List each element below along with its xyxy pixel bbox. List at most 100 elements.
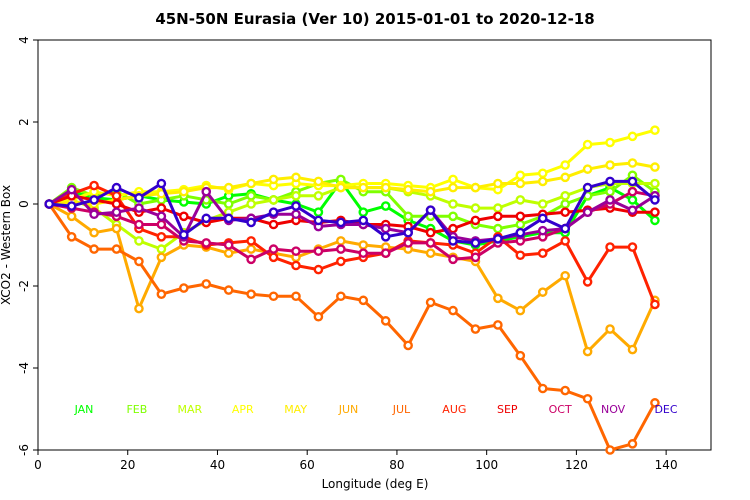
data-point (358, 240, 369, 250)
data-point (403, 184, 413, 195)
legend-label-sep: SEP (497, 403, 518, 416)
data-point (66, 211, 77, 222)
data-point (515, 195, 526, 205)
data-point (111, 190, 122, 201)
data-point (179, 211, 189, 222)
data-point (515, 219, 526, 230)
data-point (156, 231, 167, 242)
x-axis: 0 20 40 60 80 100 120 140 (34, 450, 678, 472)
data-point (493, 178, 503, 189)
data-point (650, 178, 660, 189)
data-point (560, 207, 570, 217)
data-point (156, 289, 167, 300)
data-point (66, 184, 77, 195)
y-tick-label: 0 (17, 200, 31, 208)
data-point (515, 227, 526, 238)
data-point (537, 225, 548, 236)
series-line (48, 190, 656, 261)
data-point (560, 270, 570, 281)
data-point (448, 199, 458, 209)
data-point (89, 244, 99, 254)
data-point (493, 211, 503, 222)
data-point (89, 180, 99, 191)
data-point (403, 227, 413, 238)
plot-frame (37, 39, 712, 451)
data-point (380, 223, 391, 234)
data-point (650, 398, 660, 408)
series-dec (44, 176, 660, 248)
data-point (111, 207, 122, 217)
data-point (336, 236, 346, 246)
data-point (223, 285, 234, 295)
data-point (44, 199, 55, 209)
series-line (48, 184, 657, 306)
data-point (223, 182, 234, 193)
data-point (515, 250, 526, 261)
data-point (268, 244, 279, 254)
data-point (560, 385, 570, 396)
data-point (448, 211, 458, 222)
data-point (246, 289, 256, 300)
data-point (560, 172, 570, 183)
data-point (515, 211, 526, 222)
data-point (291, 209, 301, 220)
data-point (291, 201, 301, 211)
data-point (605, 137, 615, 148)
data-point (582, 207, 593, 217)
data-point (358, 248, 369, 258)
y-tick-label: -6 (17, 444, 31, 456)
legend-label-mar: MAR (177, 403, 202, 416)
data-point (89, 209, 99, 220)
data-point (358, 182, 369, 193)
data-point (201, 213, 212, 224)
data-point (582, 182, 593, 193)
data-point (246, 244, 256, 254)
data-point (246, 199, 256, 209)
x-tick-label: 40 (210, 458, 225, 472)
data-point (493, 234, 503, 244)
data-point (156, 178, 167, 189)
data-point (313, 176, 324, 187)
data-point (537, 248, 548, 258)
data-point (425, 248, 436, 258)
data-point (627, 344, 638, 355)
series-line (47, 203, 657, 452)
data-point (268, 207, 279, 217)
data-point (313, 311, 324, 322)
data-point (448, 305, 458, 316)
data-point (627, 242, 638, 252)
data-point (246, 190, 256, 201)
legend-label-jun: JUN (338, 403, 359, 416)
series-jul (44, 199, 660, 455)
data-point (246, 254, 256, 265)
data-point (470, 215, 481, 226)
series-line (48, 202, 657, 354)
data-point (515, 305, 526, 316)
data-point (336, 291, 346, 302)
data-point (179, 229, 189, 240)
data-point (111, 182, 122, 193)
data-point (223, 199, 234, 209)
data-point (515, 178, 526, 189)
x-tick-label: 120 (565, 458, 588, 472)
series-line (49, 161, 656, 206)
data-point (380, 182, 391, 193)
legend-label-feb: FEB (126, 403, 147, 416)
data-point (179, 186, 189, 197)
data-point (650, 215, 660, 226)
data-point (380, 201, 391, 211)
data-point (627, 158, 638, 168)
data-point (268, 174, 279, 185)
data-point (134, 303, 144, 314)
data-point (313, 215, 324, 226)
legend-label-jan: JAN (74, 403, 94, 416)
data-point (560, 199, 570, 209)
legend-label-apr: APR (232, 403, 254, 416)
data-point (134, 236, 144, 246)
data-point (537, 176, 548, 187)
series-line (49, 179, 656, 245)
data-point (336, 256, 346, 267)
legend-label-dec: DEC (654, 403, 677, 416)
data-point (156, 219, 167, 230)
data-point (470, 182, 481, 193)
